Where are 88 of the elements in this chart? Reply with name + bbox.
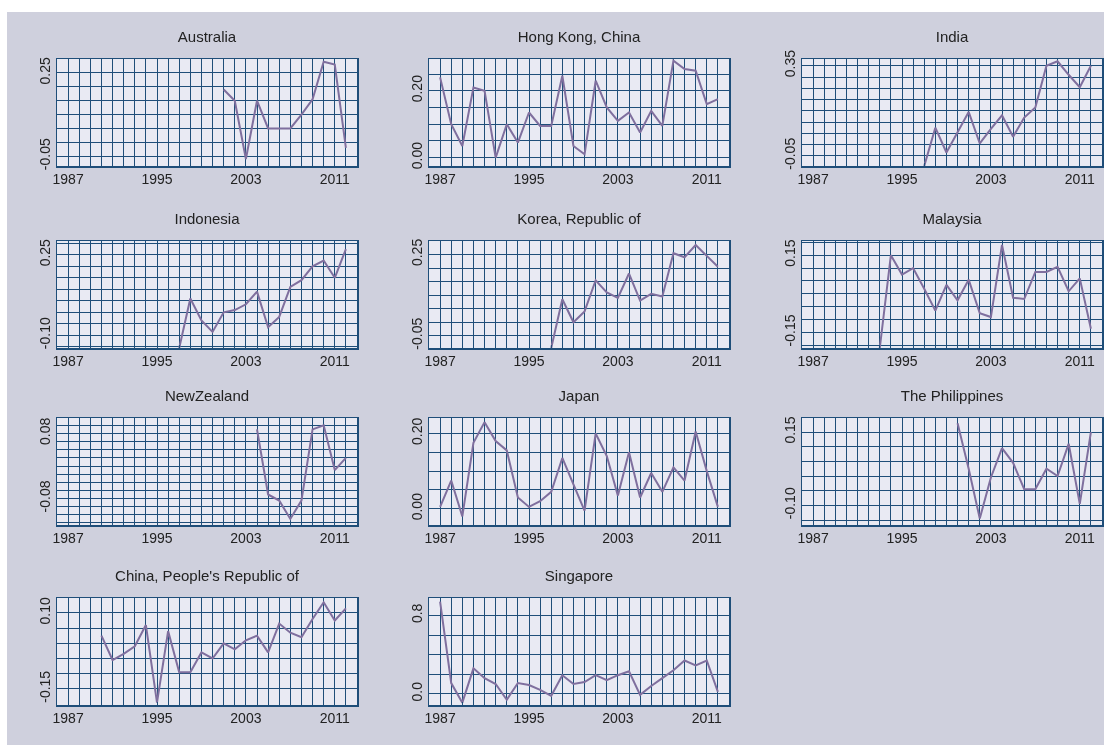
x-tick-label: 2011 [319,171,351,188]
chart-title: Australia [177,28,237,46]
y-tick-label: 0.25 [36,238,53,267]
x-tick-label: 2011 [1064,171,1096,188]
y-tick-label: 0.15 [781,416,798,444]
x-tick-label: 2003 [975,530,1007,547]
chart-title: Malaysia [922,210,983,228]
y-tick-label: -0.05 [781,137,798,170]
x-tick-label: 1995 [886,530,918,547]
chart-title: NewZealand [164,387,250,405]
y-tick-label: 0.15 [781,239,798,267]
x-tick-label: 2011 [691,171,723,188]
chart-title: China, People's Republic of [115,567,300,585]
x-tick-label: 2003 [602,353,634,370]
x-tick-label: 2011 [319,530,351,547]
chart-title: Japan [558,387,600,405]
x-tick-label: 2003 [602,530,634,547]
x-tick-label: 2011 [1064,530,1096,547]
x-tick-label: 2003 [230,353,262,370]
y-tick-label: 0.00 [408,492,425,521]
y-tick-label: 0.0 [408,681,425,702]
y-tick-label: 0.35 [781,49,798,78]
x-tick-label: 1987 [797,530,829,547]
y-tick-label: 0.08 [36,417,53,445]
y-tick-label: 0.8 [408,603,425,624]
x-tick-label: 1995 [513,710,545,727]
chart-title: Indonesia [174,210,241,228]
y-tick-label: -0.08 [36,480,53,513]
x-tick-label: 1987 [424,353,456,370]
line-series [923,60,1092,166]
x-tick-label: 2011 [691,530,723,547]
y-tick-label: 0.25 [36,56,53,85]
x-tick-label: 1987 [424,171,456,188]
x-tick-label: 1987 [52,353,84,370]
y-tick-label: 0.10 [36,596,53,625]
line-series [439,421,719,518]
x-tick-label: 2011 [1064,353,1096,370]
x-tick-label: 1995 [513,171,545,188]
x-tick-label: 1987 [52,171,84,188]
y-tick-label: -0.15 [781,314,798,347]
x-tick-label: 1995 [141,171,173,188]
x-tick-label: 1987 [52,710,84,727]
line-series [878,243,1092,348]
chart-title: Hong Kong, China [517,28,641,46]
y-tick-label: 0.20 [408,74,425,103]
x-tick-label: 1987 [797,171,829,188]
y-tick-label: 0.00 [408,141,425,170]
x-tick-label: 2011 [319,710,351,727]
y-tick-label: -0.10 [781,487,798,520]
x-tick-label: 2003 [975,171,1007,188]
x-tick-label: 1987 [52,530,84,547]
x-tick-label: 1995 [141,530,173,547]
x-tick-label: 2003 [975,353,1007,370]
y-tick-label: -0.15 [36,670,53,703]
line-series [550,244,719,348]
y-tick-label: 0.25 [408,238,425,267]
y-tick-label: -0.05 [408,317,425,350]
x-tick-label: 2011 [691,710,723,727]
chart-title: The Philippines [900,387,1004,405]
x-tick-label: 2011 [319,353,351,370]
line-series [100,601,347,704]
y-tick-label: -0.05 [36,138,53,171]
line-series [178,248,347,348]
x-tick-label: 1995 [886,171,918,188]
y-tick-label: 0.20 [408,417,425,445]
x-tick-label: 1987 [797,353,829,370]
x-tick-label: 1995 [886,353,918,370]
line-series [222,60,347,161]
x-tick-label: 2003 [230,171,262,188]
chart-title: India [935,28,969,46]
line-series [256,424,347,520]
x-tick-label: 2011 [691,353,723,370]
x-tick-label: 1987 [424,530,456,547]
chart-title: Singapore [544,567,614,585]
x-tick-label: 2003 [602,710,634,727]
line-series [439,59,719,159]
x-tick-label: 2003 [230,710,262,727]
y-tick-label: -0.10 [36,317,53,350]
line-series [439,600,719,704]
chart-title: Korea, Republic of [517,210,642,228]
x-tick-label: 2003 [230,530,262,547]
x-tick-label: 1995 [513,353,545,370]
x-tick-label: 1995 [141,710,173,727]
x-tick-label: 2003 [602,171,634,188]
x-tick-label: 1995 [141,353,173,370]
x-tick-label: 1995 [513,530,545,547]
line-series [956,422,1092,520]
x-tick-label: 1987 [424,710,456,727]
